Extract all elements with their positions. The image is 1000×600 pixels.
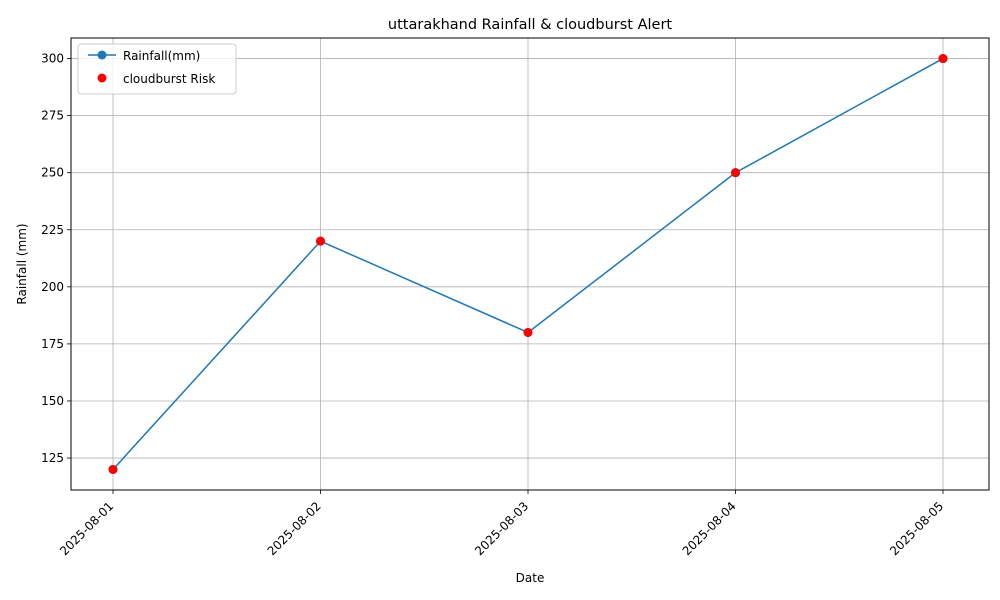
y-tick-label: 250 (41, 166, 64, 180)
legend-label-rainfall: Rainfall(mm) (123, 49, 200, 63)
y-tick-label: 200 (41, 280, 64, 294)
cloudburst-risk-point (316, 236, 325, 246)
y-tick-label: 175 (41, 337, 64, 351)
legend-label-cloudburst-risk: cloudburst Risk (123, 72, 215, 86)
legend-line-marker (97, 50, 107, 60)
plot-frame (70, 37, 990, 491)
data-series (108, 54, 948, 474)
cloudburst-risk-point (108, 464, 118, 474)
cloudburst-risk-point (938, 54, 948, 64)
chart-title: uttarakhand Rainfall & cloudburst Alert (388, 17, 673, 33)
cloudburst-risk-point (523, 327, 533, 337)
y-axis-label: Rainfall (mm) (15, 223, 29, 304)
y-tick-label: 275 (41, 109, 64, 123)
grid-lines (71, 38, 989, 490)
y-tick-label: 300 (41, 52, 64, 66)
y-tick-label: 150 (41, 394, 64, 408)
legend-box (77, 43, 237, 95)
x-axis-label: Date (516, 571, 545, 585)
cloudburst-risk-point (731, 168, 740, 178)
y-tick-label: 225 (41, 223, 64, 237)
legend-scatter-marker (97, 73, 107, 83)
legend: Rainfall(mm) cloudburst Risk (77, 43, 237, 95)
y-tick-label: 125 (41, 451, 64, 465)
